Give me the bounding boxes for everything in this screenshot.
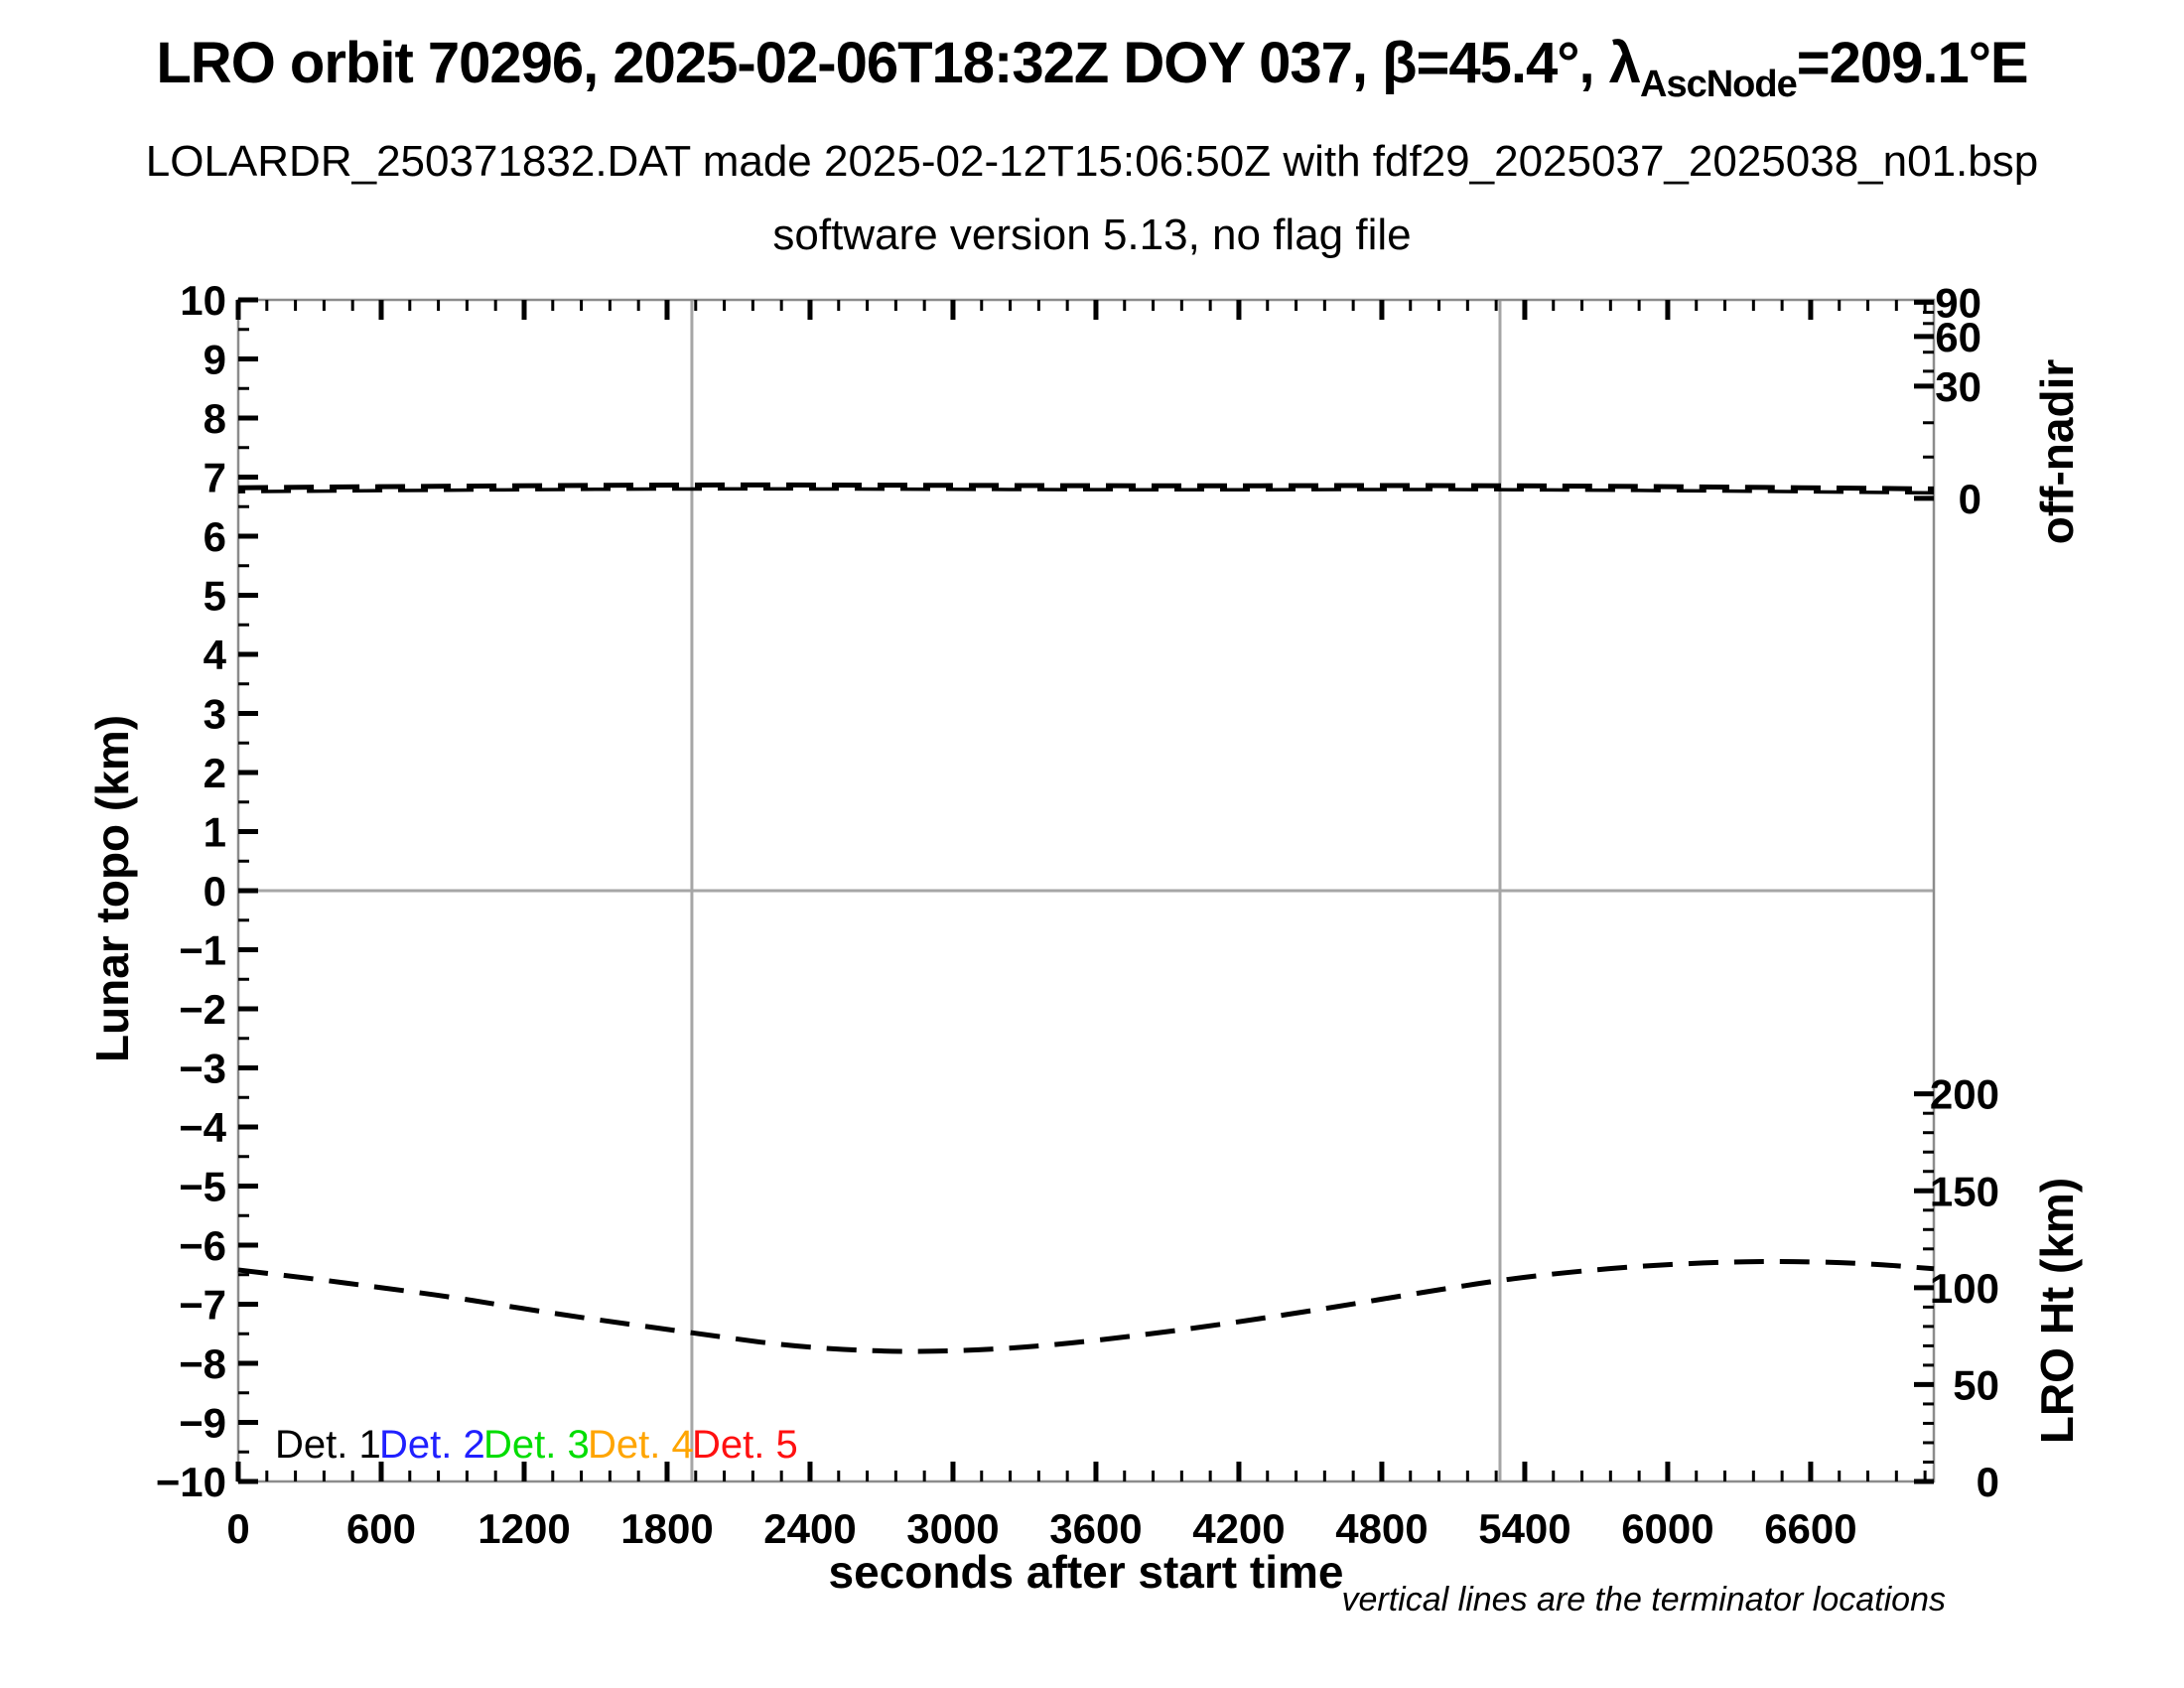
left-tick-label: 1 [204, 809, 226, 856]
off-nadir-curve [237, 482, 1935, 492]
left-tick-label: −6 [179, 1222, 226, 1269]
x-axis-title: seconds after start time [828, 1546, 1344, 1598]
left-tick-label: 3 [204, 691, 226, 738]
x-tick-label: 6000 [1621, 1505, 1713, 1552]
off-nadir-tick-label: 90 [1935, 279, 1981, 326]
left-tick-label: −4 [179, 1104, 227, 1151]
lro-ht-tick-label: 200 [1930, 1071, 1999, 1118]
legend-item: Det. 2 [379, 1423, 485, 1467]
off-nadir-curve-overlap [237, 487, 1935, 495]
left-tick-label: 9 [204, 337, 226, 383]
plot-title-end: =209.1°E [1796, 31, 2029, 95]
lro-ht-tick-label: 100 [1930, 1265, 1999, 1312]
off-nadir-tick-label: 30 [1935, 363, 1981, 410]
lro-ht-tick-label: 150 [1930, 1168, 1999, 1214]
x-tick-label: 1800 [620, 1505, 713, 1552]
left-tick-label: 2 [204, 750, 226, 796]
left-tick-label: −7 [179, 1282, 226, 1329]
legend-item: Det. 3 [483, 1423, 590, 1467]
x-tick-label: 600 [346, 1505, 416, 1552]
left-tick-label: 10 [180, 277, 226, 324]
x-tick-label: 3600 [1049, 1505, 1142, 1552]
off-nadir-tick-label: 0 [1959, 476, 1981, 522]
terminator-footnote: vertical lines are the terminator locati… [1341, 1581, 1947, 1618]
left-tick-label: −10 [156, 1459, 226, 1505]
legend-item: Det. 1 [275, 1423, 381, 1467]
left-tick-label: −8 [179, 1340, 226, 1387]
off-nadir-tick-label: 60 [1935, 314, 1981, 360]
left-tick-label: −1 [179, 927, 226, 974]
lro-ht-tick-label: 0 [1977, 1459, 1999, 1505]
x-tick-label: 0 [226, 1505, 249, 1552]
left-tick-label: −2 [179, 986, 226, 1033]
x-tick-label: 5400 [1478, 1505, 1570, 1552]
x-tick-label: 3000 [906, 1505, 999, 1552]
x-tick-label: 4800 [1335, 1505, 1428, 1552]
left-tick-label: 8 [204, 395, 226, 442]
lro-height-curve [237, 1258, 1935, 1354]
x-tick-label: 2400 [763, 1505, 856, 1552]
left-tick-label: 6 [204, 513, 226, 560]
legend-item: Det. 4 [588, 1423, 694, 1467]
left-tick-label: −5 [179, 1164, 226, 1210]
plot-title: LRO orbit 70296, 2025-02-06T18:32Z DOY 0… [0, 30, 2184, 106]
left-tick-label: 7 [204, 455, 226, 501]
left-tick-label: 0 [204, 868, 226, 914]
x-tick-label: 1200 [478, 1505, 570, 1552]
left-tick-label: 4 [204, 632, 227, 678]
x-tick-label: 6600 [1764, 1505, 1856, 1552]
left-tick-label: 5 [204, 573, 226, 620]
subtitle-version-line: software version 5.13, no flag file [772, 211, 1412, 259]
subtitle-file-line: LOLARDR_250371832.DAT made 2025-02-12T15… [145, 137, 2039, 186]
left-tick-label: −3 [179, 1046, 226, 1092]
plot-title-main: LRO orbit 70296, 2025-02-06T18:32Z DOY 0… [156, 31, 1641, 95]
x-tick-label: 4200 [1192, 1505, 1285, 1552]
plot-title-subscript: AscNode [1640, 64, 1798, 105]
left-tick-label: −9 [179, 1400, 226, 1447]
legend-item: Det. 5 [692, 1423, 798, 1467]
lro-ht-tick-label: 50 [1953, 1361, 1999, 1408]
